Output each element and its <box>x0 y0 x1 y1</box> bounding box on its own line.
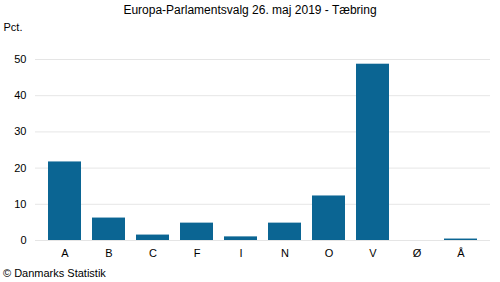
svg-text:C: C <box>149 247 157 259</box>
svg-text:30: 30 <box>14 125 26 137</box>
html-text:Europa-Parlamentsvalg 26. maj: Europa-Parlamentsvalg 26. maj 2019 - Tæb… <box>123 3 377 17</box>
svg-text:Å: Å <box>457 247 465 259</box>
svg-text:N: N <box>281 247 289 259</box>
svg-text:Ø: Ø <box>413 247 422 259</box>
svg-text:50: 50 <box>14 53 26 65</box>
svg-text:F: F <box>194 247 201 259</box>
svg-text:V: V <box>369 247 377 259</box>
svg-text:O: O <box>325 247 334 259</box>
svg-text:A: A <box>61 247 69 259</box>
html-text:© Danmarks Statistik: © Danmarks Statistik <box>3 267 106 279</box>
svg-text:40: 40 <box>14 89 26 101</box>
svg-text:10: 10 <box>14 198 26 210</box>
svg-text:Pct.: Pct. <box>4 21 23 33</box>
svg-text:I: I <box>239 247 242 259</box>
svg-text:0: 0 <box>20 234 26 246</box>
svg-text:20: 20 <box>14 162 26 174</box>
svg-text:B: B <box>105 247 112 259</box>
